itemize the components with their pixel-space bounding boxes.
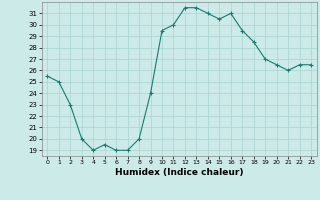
X-axis label: Humidex (Indice chaleur): Humidex (Indice chaleur) xyxy=(115,168,244,177)
